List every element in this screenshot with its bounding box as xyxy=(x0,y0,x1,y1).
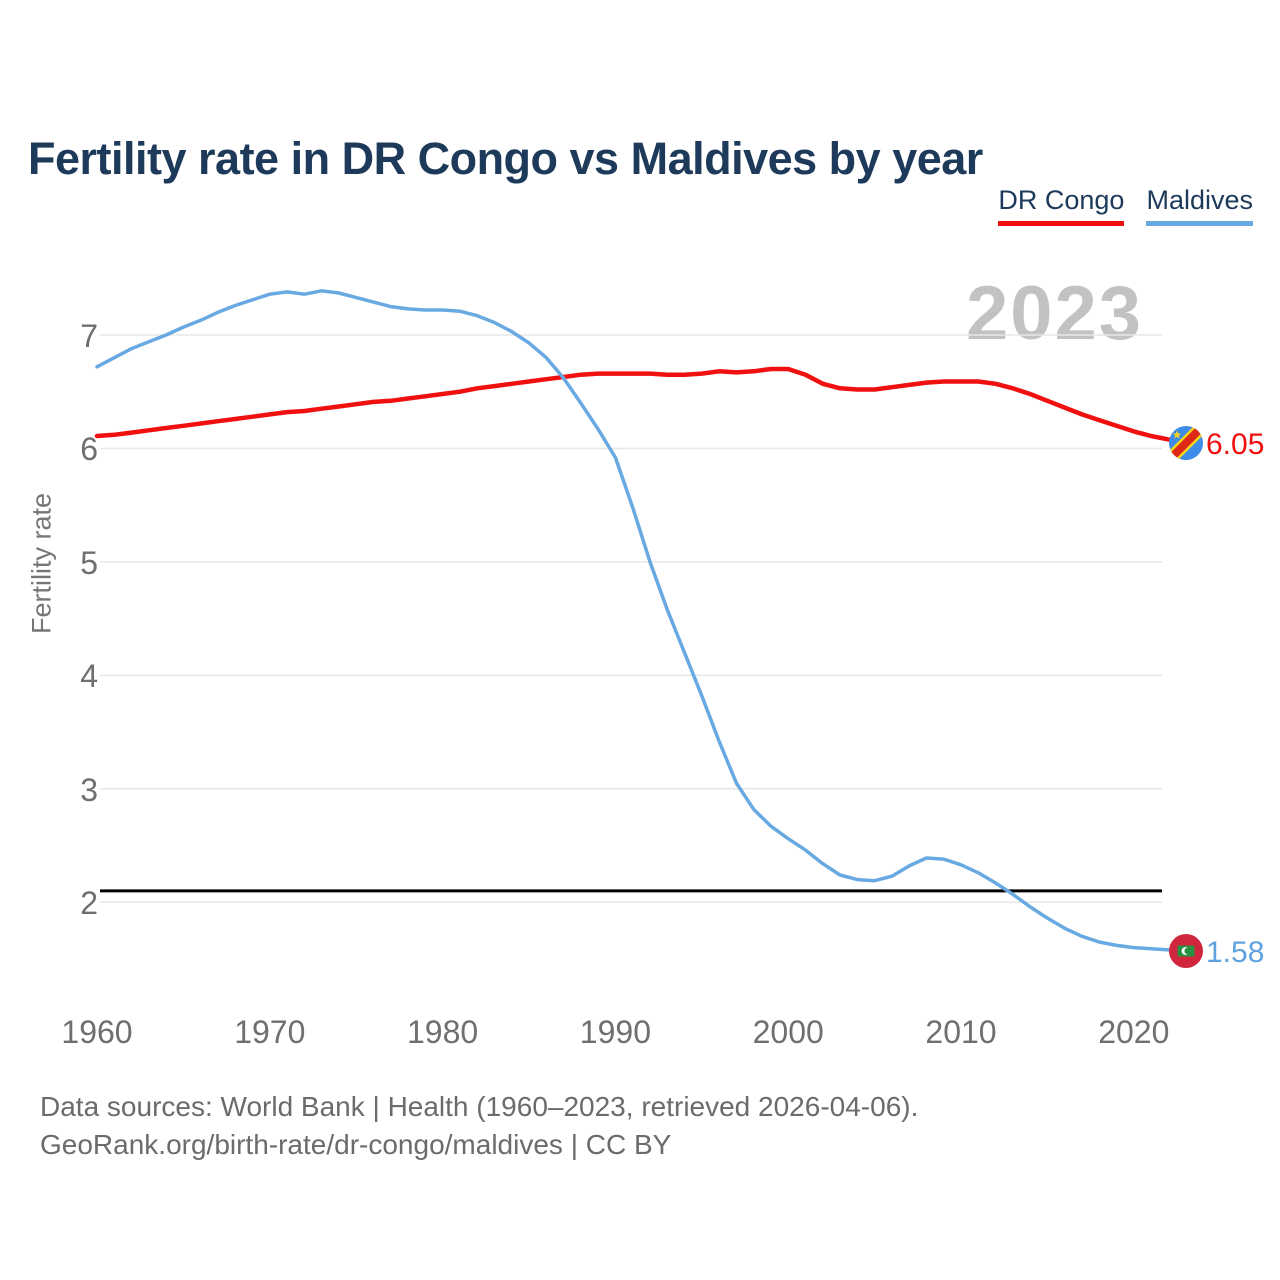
x-tick-label: 2000 xyxy=(752,1014,824,1050)
y-tick-label: 5 xyxy=(80,544,98,581)
maldives-flag-icon xyxy=(1169,934,1203,968)
y-tick-label: 2 xyxy=(80,885,98,922)
x-tick-label: 2010 xyxy=(925,1014,997,1050)
y-tick-label: 6 xyxy=(80,431,98,468)
footer: Data sources: World Bank | Health (1960–… xyxy=(40,1088,918,1164)
maldives-value-label: 1.58 xyxy=(1206,936,1265,969)
y-tick-label: 4 xyxy=(80,658,98,695)
series-line-dr-congo[interactable] xyxy=(94,366,1188,446)
x-tick-label: 1960 xyxy=(61,1014,133,1050)
legend-item-maldives[interactable]: Maldives xyxy=(1146,185,1253,226)
y-tick-label: 7 xyxy=(80,318,98,354)
x-tick-label: 1970 xyxy=(234,1014,306,1050)
dr-congo-flag-icon xyxy=(1169,426,1203,460)
page-title: Fertility rate in DR Congo vs Maldives b… xyxy=(28,133,983,185)
x-tick-label: 1990 xyxy=(579,1014,651,1050)
footer-sources-line: Data sources: World Bank | Health (1960–… xyxy=(40,1091,919,1122)
y-tick-label: 3 xyxy=(80,771,98,808)
footer-attribution-line: GeoRank.org/birth-rate/dr-congo/maldives… xyxy=(40,1129,672,1160)
x-tick-label: 2020 xyxy=(1098,1014,1170,1050)
series-line-maldives[interactable] xyxy=(95,289,1188,952)
x-tick-label: 1980 xyxy=(407,1014,479,1050)
current-year-watermark: 2023 xyxy=(966,271,1144,356)
dr-congo-value-label: 6.05 xyxy=(1206,428,1265,461)
legend: DR Congo Maldives xyxy=(998,185,1253,226)
legend-item-dr-congo[interactable]: DR Congo xyxy=(998,185,1125,226)
